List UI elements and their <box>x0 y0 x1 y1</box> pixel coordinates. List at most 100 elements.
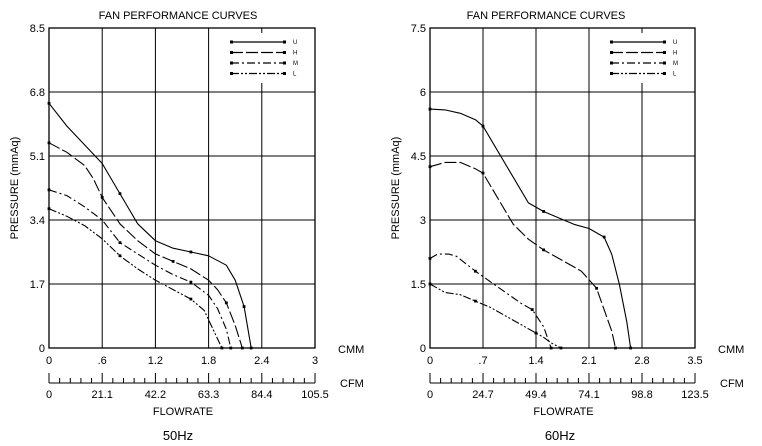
y-tick-label: 6.8 <box>30 87 45 99</box>
data-point <box>47 207 51 211</box>
data-point <box>559 346 563 350</box>
x-tick-label-cmm: 1.8 <box>201 355 216 367</box>
y-tick-label: 1.5 <box>411 279 426 291</box>
data-point <box>118 241 122 244</box>
data-point <box>224 301 228 305</box>
x-tick-label-cfm: 49.4 <box>525 389 546 401</box>
legend-marker <box>283 51 286 54</box>
x-tick-label-cfm: 84.4 <box>251 389 272 401</box>
data-point <box>629 346 633 350</box>
y-tick-label: 3.4 <box>30 215 45 227</box>
x-tick-label-cmm: 2.1 <box>581 355 596 367</box>
data-point <box>428 257 432 260</box>
y-tick-label: 8.5 <box>30 23 45 35</box>
legend-box <box>226 33 310 83</box>
x-tick-label-cfm: 74.1 <box>578 389 599 401</box>
legend-label-M: M <box>293 61 298 67</box>
x-axis-label: FLOWRATE <box>153 406 213 418</box>
data-point <box>542 248 545 252</box>
series-line-U <box>429 108 632 349</box>
data-point <box>118 192 122 196</box>
data-point <box>171 260 175 263</box>
chart-caption: 60Hz <box>545 428 575 443</box>
chart-panel-2: FAN PERFORMANCE CURVES 0 1.5 3 4.5 6 7.5 PRESSU… <box>390 10 744 443</box>
data-point <box>47 188 51 192</box>
legend-marker <box>610 72 613 75</box>
data-point <box>428 107 432 111</box>
chart-panel-1: FAN PERFORMANCE CURVES 0 1.7 3.4 5.1 6.8 8.5 PR… <box>9 10 364 443</box>
x-tick-label-cfm: 21.1 <box>91 389 112 401</box>
x-tick-label-cfm: 0 <box>427 389 433 401</box>
legend-box <box>606 33 690 83</box>
plot-frame <box>48 27 316 349</box>
legend-marker <box>230 72 233 75</box>
chart-title: FAN PERFORMANCE CURVES <box>99 10 258 22</box>
data-point <box>474 299 477 303</box>
data-point <box>530 308 534 311</box>
data-point <box>534 331 538 335</box>
legend-label-U: U <box>673 40 677 46</box>
data-point <box>240 346 244 350</box>
legend-marker <box>610 61 613 65</box>
legend-label-H: H <box>673 51 677 57</box>
y-tick-label: 5.1 <box>30 151 45 163</box>
series-line-L <box>48 208 223 349</box>
legend-marker <box>610 51 613 54</box>
data-point <box>602 235 606 239</box>
data-point <box>242 305 246 308</box>
y-axis-label: PRESSURE (mmAq) <box>390 137 402 240</box>
data-point <box>481 124 485 128</box>
x-tick-label-cfm: 63.3 <box>198 389 219 401</box>
series-line-M <box>429 253 552 349</box>
data-point <box>474 269 477 273</box>
legend-marker <box>283 61 286 65</box>
legend-label-L: L <box>673 72 677 78</box>
legend-marker <box>230 51 233 54</box>
x-tick-label-cmm: 1.2 <box>148 355 163 367</box>
x-tick-label-cfm: 105.5 <box>301 389 329 401</box>
x-tick-label-cfm: 24.7 <box>472 389 493 401</box>
data-point <box>47 101 51 105</box>
x-tick-label-cfm: 0 <box>46 389 52 401</box>
series-line-U <box>48 102 252 349</box>
data-point <box>189 297 193 301</box>
data-point <box>481 171 485 175</box>
legend-marker <box>663 72 666 75</box>
legend-marker <box>283 40 286 44</box>
y-tick-label: 6 <box>420 87 426 99</box>
x-unit-cmm: CMM <box>338 344 364 356</box>
series-line-H <box>48 142 243 349</box>
legend-label-M: M <box>673 61 678 67</box>
x-tick-label-cfm: 42.2 <box>145 389 166 401</box>
data-point <box>189 280 193 284</box>
legend-label-U: U <box>293 40 297 46</box>
x-unit-cmm: CMM <box>718 344 744 356</box>
y-tick-label: 4.5 <box>411 151 426 163</box>
data-point <box>595 286 598 290</box>
legend-marker <box>663 40 666 44</box>
legend-marker <box>610 40 613 44</box>
x-tick-label-cmm: 0 <box>427 355 433 367</box>
legend-marker <box>663 61 666 65</box>
x-unit-cfm: CFM <box>340 378 364 390</box>
x-tick-label-cmm: 2.4 <box>254 355 269 367</box>
x-tick-label-cmm: 1.4 <box>528 355 543 367</box>
x-tick-label-cmm: 0 <box>46 355 52 367</box>
y-tick-label: 3 <box>420 215 426 227</box>
x-tick-label-cfm: 98.8 <box>631 389 652 401</box>
data-point <box>229 346 233 350</box>
data-point <box>100 196 104 199</box>
y-tick-label: 0 <box>39 343 45 355</box>
x-tick-label-cmm: 3 <box>312 355 318 367</box>
data-point <box>428 165 432 169</box>
x-tick-label-cmm: 2.8 <box>634 355 649 367</box>
legend-label-H: H <box>293 51 297 57</box>
data-point <box>249 346 253 350</box>
data-point <box>614 346 617 350</box>
legend-marker <box>230 40 233 44</box>
chart-title: FAN PERFORMANCE CURVES <box>467 10 626 22</box>
legend-marker <box>230 61 233 65</box>
y-tick-label: 1.7 <box>30 279 45 291</box>
data-point <box>189 250 193 254</box>
x-tick-label-cmm: 3.5 <box>687 355 702 367</box>
